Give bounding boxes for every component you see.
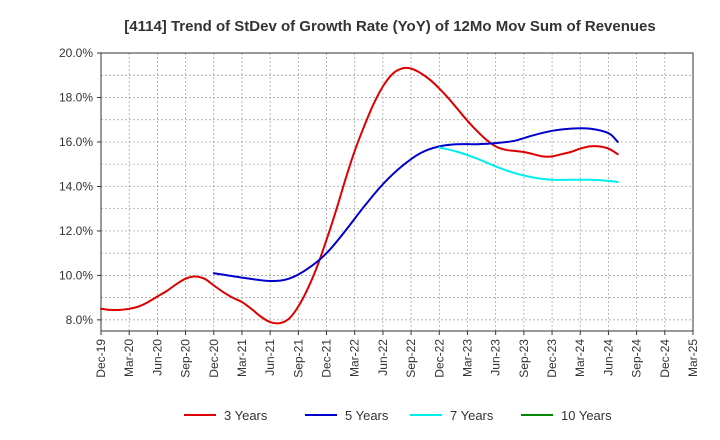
plot-frame [100, 52, 694, 332]
x-tick-label: Dec-20 [207, 339, 221, 378]
x-axis: Dec-19 Mar-20 Jun-20 Sep-20 Dec-20 Mar-21 Jun-… [94, 331, 700, 378]
x-tick-label: Dec-22 [432, 339, 446, 378]
x-tick-label: Mar-24 [573, 339, 587, 377]
series-line-3-years [100, 66, 619, 325]
x-tick-label: Dec-23 [545, 339, 559, 378]
x-tick-label: Sep-24 [630, 339, 644, 378]
y-tick-label: 12.0% [59, 224, 93, 238]
x-tick-label: Jun-23 [489, 339, 503, 376]
x-tick-label: Jun-21 [263, 339, 277, 376]
x-tick-label: Mar-21 [235, 339, 249, 377]
grid [100, 52, 694, 331]
series-lines [100, 66, 619, 325]
x-tick-label: Dec-21 [320, 339, 334, 378]
x-tick-label: Mar-22 [348, 339, 362, 377]
y-tick-label: 8.0% [66, 313, 94, 327]
legend-label: 10 Years [561, 408, 612, 423]
y-tick-label: 10.0% [59, 268, 93, 282]
x-tick-label: Sep-21 [291, 339, 305, 378]
x-tick-label: Mar-25 [686, 339, 700, 377]
y-tick-label: 16.0% [59, 135, 93, 149]
x-tick-label: Dec-24 [658, 339, 672, 378]
x-tick-label: Mar-20 [122, 339, 136, 377]
y-tick-label: 20.0% [59, 46, 93, 60]
y-tick-label: 18.0% [59, 90, 93, 104]
legend-label: 5 Years [345, 408, 389, 423]
legend-label: 7 Years [450, 408, 494, 423]
x-tick-label: Mar-23 [460, 339, 474, 377]
x-tick-label: Dec-19 [94, 339, 108, 378]
x-tick-label: Jun-20 [150, 339, 164, 376]
legend: 3 Years 5 Years 7 Years 10 Years [184, 408, 612, 423]
x-tick-label: Jun-24 [601, 339, 615, 376]
series-line-7-years [438, 146, 619, 183]
chart-title: [4114] Trend of StDev of Growth Rate (Yo… [124, 18, 655, 35]
legend-label: 3 Years [224, 408, 268, 423]
series-line-5-years [212, 127, 619, 283]
x-tick-label: Sep-22 [404, 339, 418, 378]
y-axis: 8.0% 10.0% 12.0% 14.0% 16.0% 18.0% 20.0% [59, 46, 101, 327]
x-tick-label: Sep-23 [517, 339, 531, 378]
x-tick-label: Sep-20 [179, 339, 193, 378]
y-tick-label: 14.0% [59, 179, 93, 193]
x-tick-label: Jun-22 [376, 339, 390, 376]
